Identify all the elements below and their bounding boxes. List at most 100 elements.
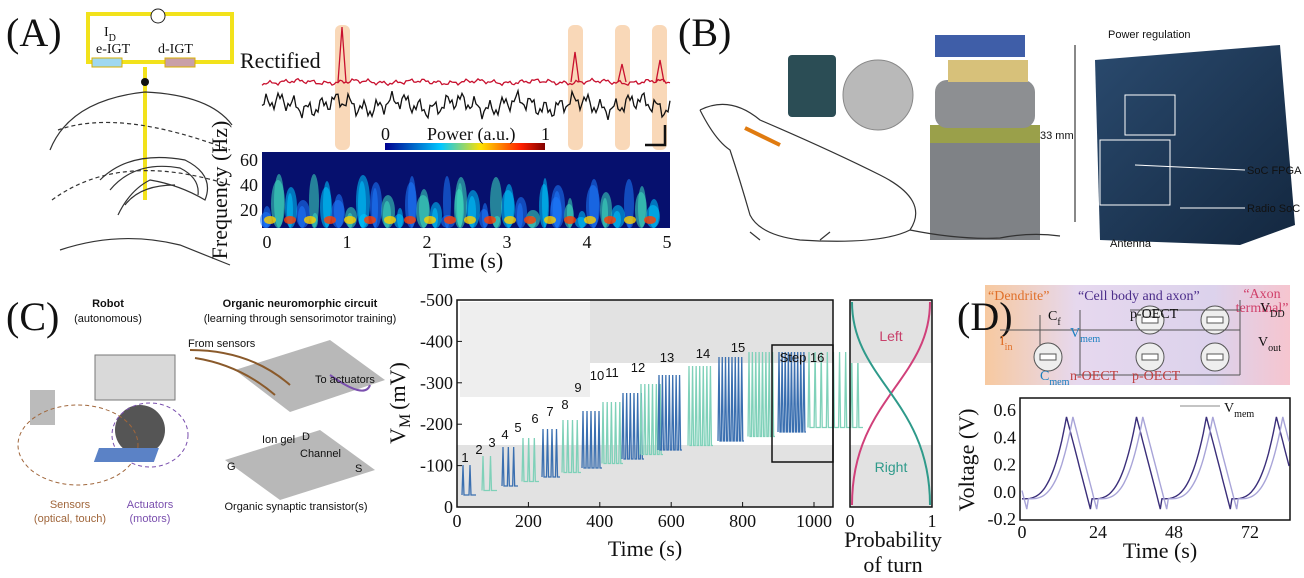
spectrogram-blob [611, 205, 625, 228]
x-tick-label: 72 [1241, 522, 1259, 542]
step-label: 4 [501, 427, 508, 442]
raw-trace [261, 88, 671, 121]
region-label: terminal” [1236, 301, 1289, 316]
x-tick-label: 5 [663, 232, 672, 252]
panel-label: (D) [957, 294, 1013, 339]
actuator-sublabel: (motors) [130, 513, 171, 525]
y-tick-label: 0.4 [994, 427, 1017, 447]
y-tick-label: 60 [240, 150, 258, 170]
spectrogram-hot [444, 216, 456, 224]
plot-frame [849, 299, 933, 508]
spike-train [561, 419, 581, 474]
transistor-gate [1141, 316, 1159, 324]
x-tick-label: 1000 [796, 511, 832, 531]
right-zone [850, 445, 932, 507]
callout-label: Radio SoC [1247, 203, 1300, 215]
callout-label: Antenna [1110, 238, 1152, 250]
step-label: 1 [461, 450, 468, 465]
y-tick-label: -200 [420, 414, 453, 434]
spectrogram-hot [584, 216, 596, 224]
spectrogram-hot [304, 216, 316, 224]
y-axis-label: Voltage (V) [954, 409, 979, 512]
cf-label-main: C [1048, 309, 1057, 324]
current-label: ID [104, 25, 116, 44]
spectrogram-hot [524, 216, 536, 224]
circuit-background [985, 285, 1290, 385]
spectrogram-hot [324, 216, 336, 224]
spike-train [687, 365, 713, 447]
x-tick-label: 1 [928, 511, 937, 531]
callout-line [1134, 164, 1246, 171]
rat-drawing [699, 103, 1061, 242]
rectified-spike [337, 26, 347, 83]
vmem-label-sub: mem [1080, 334, 1100, 345]
spike-train [461, 464, 476, 496]
spectrogram-hot [604, 216, 616, 224]
spectrogram-blob [296, 200, 310, 228]
x-axis-label: Probability [844, 527, 942, 552]
spectrogram-hot [364, 216, 376, 224]
x-tick-label: 1 [343, 232, 352, 252]
spectrogram-blob [274, 174, 284, 228]
spectrogram-hot [624, 216, 636, 224]
chip-photo [788, 55, 836, 117]
x-tick-label: 48 [1165, 522, 1183, 542]
voltage-trace [1022, 416, 1290, 510]
zone-label: Right [875, 459, 908, 475]
y-tick-label: 0 [444, 497, 453, 517]
spike-train [501, 446, 518, 487]
spectrogram-blob [443, 176, 451, 228]
spectrogram-hot [424, 216, 436, 224]
cmem-label-main: C [1040, 369, 1049, 384]
spectrogram-blob [356, 175, 370, 228]
robot-title: Robot [92, 298, 124, 310]
vmem-label-main: V [1070, 326, 1080, 341]
y-tick-label: 20 [240, 200, 258, 220]
iin-label-sub: in [1005, 342, 1013, 353]
iin-label-main: I [1000, 334, 1005, 349]
event-highlight [568, 25, 583, 150]
y-tick-label: 0.2 [994, 455, 1017, 475]
transistor-gate [1141, 353, 1159, 361]
cmem-label: Cmem [1040, 369, 1070, 388]
device-render [930, 35, 1040, 240]
legend-label-sub: mem [1234, 409, 1254, 420]
probe-dot [141, 78, 149, 86]
x-axis-label: Time (s) [608, 536, 682, 561]
trace-label: Rectified [240, 48, 321, 73]
y-tick-label: -0.2 [988, 509, 1017, 529]
y-axis-label: Frequency (Hz) [207, 121, 232, 260]
d-igt-device [164, 57, 196, 68]
zone-label: Left [879, 328, 902, 344]
spectrogram-blob [370, 182, 382, 228]
oect-label: p-OECT [1130, 307, 1179, 322]
spectrogram-blob [397, 208, 403, 228]
spike-train [521, 437, 539, 483]
x-tick-label: 2 [423, 232, 432, 252]
step-label: 15 [731, 340, 745, 355]
transistor-gate [1206, 316, 1224, 324]
spike-train [657, 374, 682, 451]
robot-subtitle: (autonomous) [74, 313, 142, 325]
step-label: 13 [660, 350, 674, 365]
step-label: 14 [696, 346, 710, 361]
step-label: 6 [531, 411, 538, 426]
y-tick-label: 0.0 [994, 482, 1017, 502]
x-tick-label: 600 [658, 511, 685, 531]
step-label: 10 [590, 368, 604, 383]
plot-frame [456, 299, 834, 508]
x-axis-label: Time (s) [1123, 538, 1197, 563]
y-tick-label: -100 [420, 456, 453, 476]
vmem-label: Vmem [1070, 326, 1100, 345]
callout-box [1099, 139, 1171, 206]
prob-right [851, 301, 931, 506]
spike-train [601, 401, 623, 465]
spike-train [717, 356, 744, 442]
spectrogram-blob [455, 177, 467, 228]
step-label: 9 [574, 380, 581, 395]
spectrogram-blob [490, 177, 502, 228]
spectrogram-hot [464, 216, 476, 224]
spectrogram-hot [344, 216, 356, 224]
x-tick-label: 3 [503, 232, 512, 252]
rectified-spike [570, 51, 580, 83]
